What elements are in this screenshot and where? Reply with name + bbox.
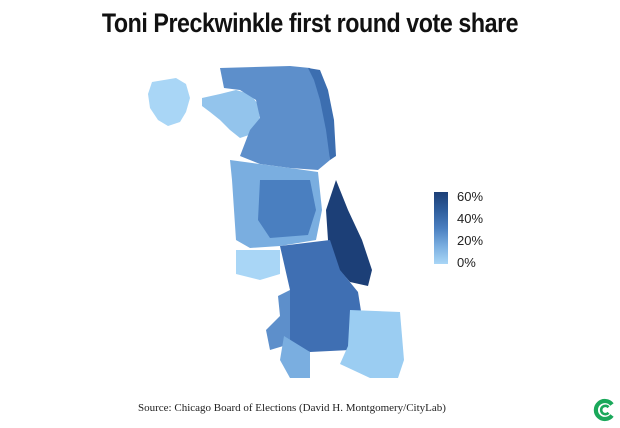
citylab-logo-icon: [593, 398, 614, 422]
chicago-choropleth-map: [148, 66, 404, 378]
map-region-south-lakefront: [326, 180, 372, 286]
map-region-southeast: [340, 310, 404, 378]
legend-label-0: 0%: [457, 255, 476, 270]
map-region-north-lakefront: [308, 68, 336, 160]
map-region-ohare: [148, 78, 190, 126]
map-title: Toni Preckwinkle first round vote share: [101, 8, 519, 38]
map-legend: 60% 40% 20% 0%: [434, 190, 494, 270]
map-region-far-southwest: [266, 290, 290, 350]
map-region-southwest-tail: [280, 336, 310, 378]
legend-label-40: 40%: [457, 211, 484, 226]
map-region-southwest-lobe: [236, 250, 280, 280]
legend-label-60: 60%: [457, 189, 484, 204]
map-region-west-inner: [258, 180, 316, 238]
legend-color-bar: [434, 192, 448, 264]
legend-label-20: 20%: [457, 233, 484, 248]
map-region-south: [280, 240, 364, 352]
source-caption: Source: Chicago Board of Elections (Davi…: [138, 402, 446, 414]
map-region-northwest: [202, 90, 260, 138]
map-region-north: [220, 66, 330, 170]
